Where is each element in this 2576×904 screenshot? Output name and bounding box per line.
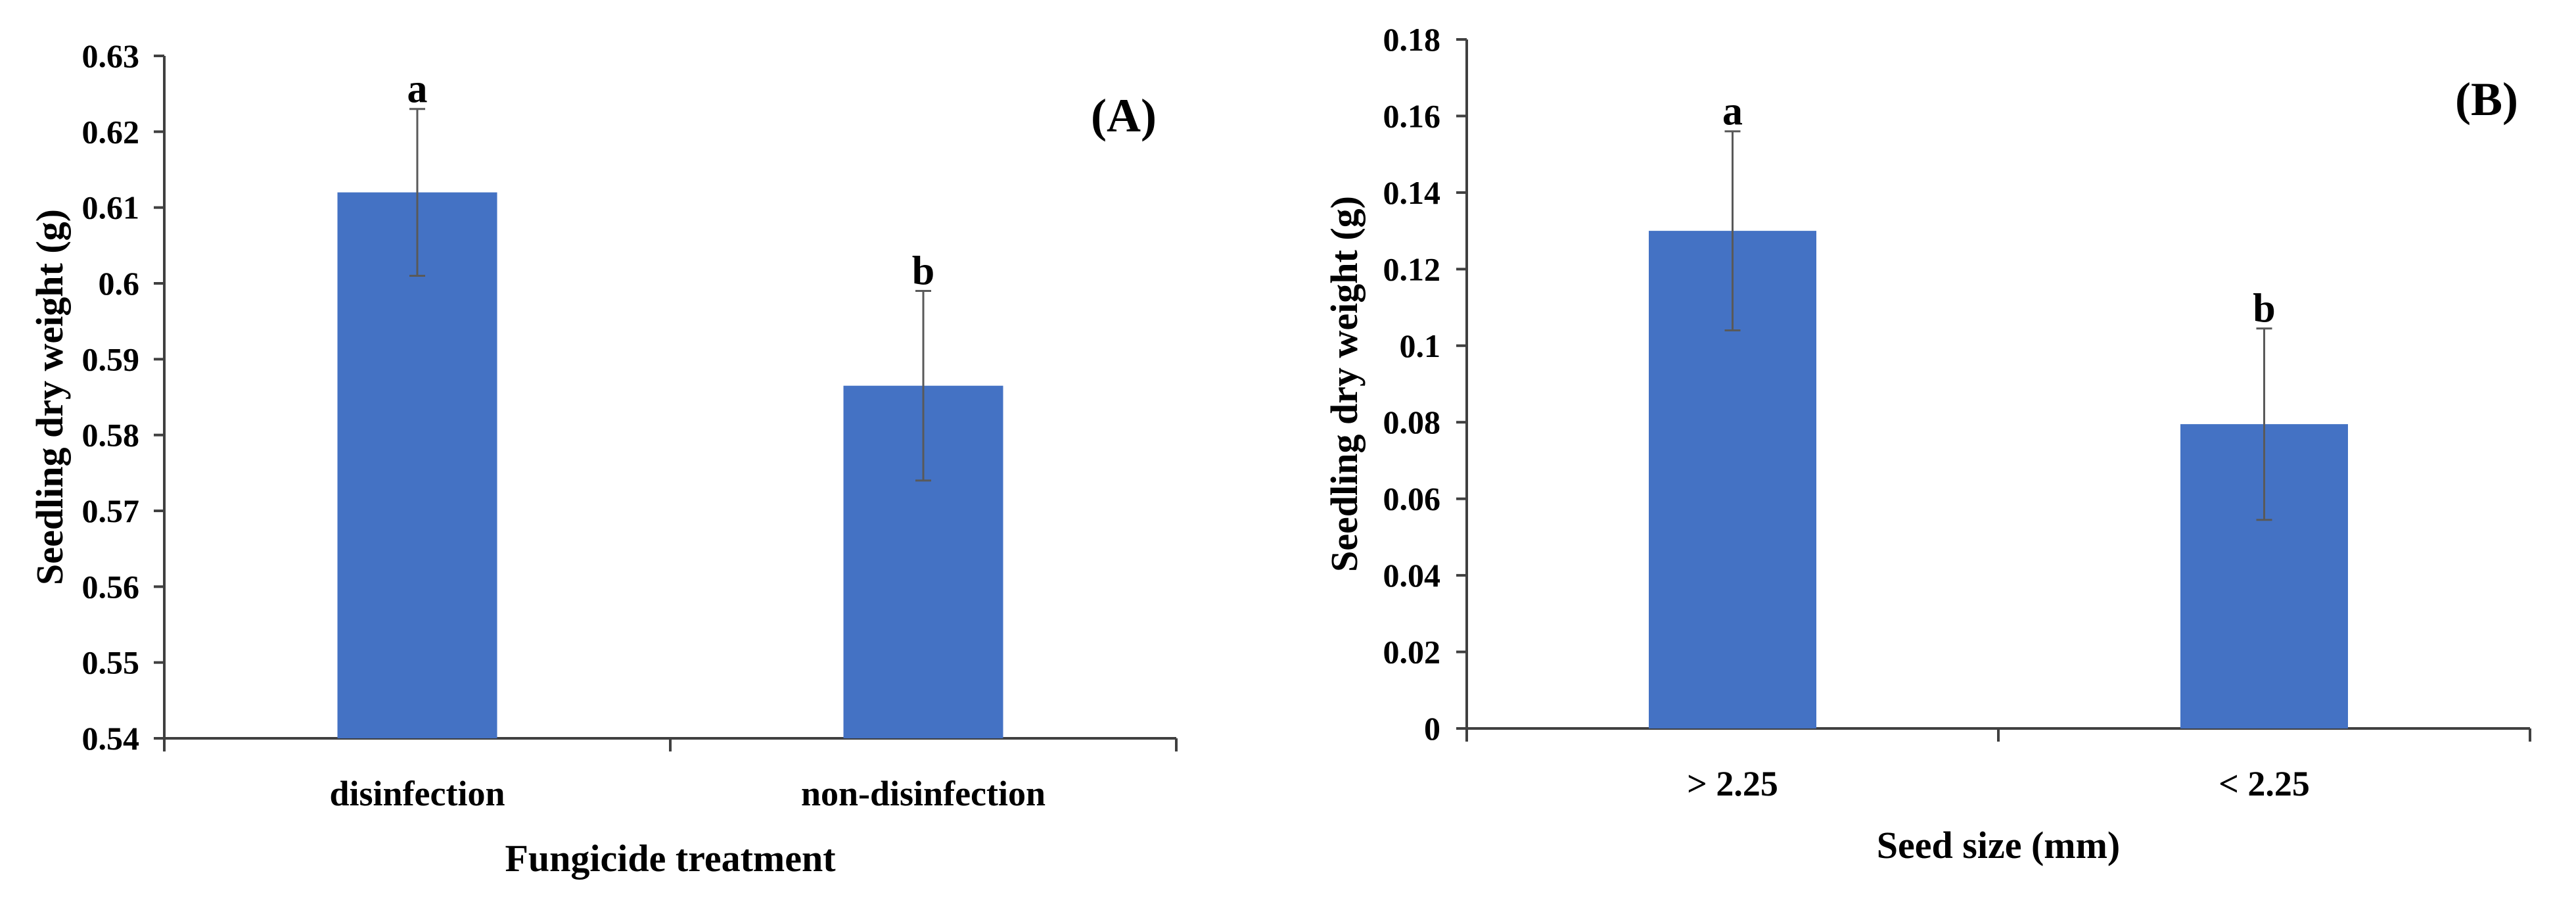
y-tick-label: 0.08 bbox=[1383, 404, 1441, 440]
significance-letter: a bbox=[1722, 89, 1743, 134]
y-tick-label: 0.61 bbox=[82, 189, 140, 226]
x-category-label: > 2.25 bbox=[1687, 764, 1778, 803]
y-axis-title: Seedling dry weight (g) bbox=[1323, 196, 1366, 572]
x-axis-title: Seed size (mm) bbox=[1877, 824, 2120, 867]
x-category-label: non-disinfection bbox=[801, 774, 1046, 813]
y-tick-label: 0.02 bbox=[1383, 634, 1441, 671]
panel-b-chart: 0 0.02 0.04 0.06 0.08 0.1 0.12 0.14 0.16 0.18 a > 2… bbox=[1323, 21, 2531, 867]
y-tick-label: 0.14 bbox=[1383, 174, 1441, 211]
bar-1 bbox=[337, 192, 497, 739]
y-tick-label: 0.12 bbox=[1383, 250, 1441, 287]
y-tick-label: 0.04 bbox=[1383, 557, 1441, 594]
y-tick-label: 0.56 bbox=[82, 568, 140, 605]
y-tick-label: 0.57 bbox=[82, 492, 140, 529]
panel-a-chart: 0.54 0.55 0.56 0.57 0.58 0.59 0.6 0.61 0.62 0.63 a… bbox=[28, 37, 1178, 880]
panel-tag: (A) bbox=[1091, 89, 1157, 142]
y-tick-label: 0.55 bbox=[82, 644, 140, 681]
y-tick-label: 0.54 bbox=[82, 720, 140, 757]
y-tick-label: 0.06 bbox=[1383, 481, 1441, 517]
y-tick-label: 0.1 bbox=[1400, 327, 1441, 364]
y-tick-label: 0.63 bbox=[82, 37, 140, 74]
significance-letter: b bbox=[2253, 287, 2275, 331]
panel-tag: (B) bbox=[2455, 73, 2518, 126]
x-axis-title: Fungicide treatment bbox=[505, 837, 836, 880]
y-tick-label: 0.59 bbox=[82, 341, 140, 377]
y-tick-label: 0.16 bbox=[1383, 97, 1441, 134]
y-tick-label: 0.62 bbox=[82, 113, 140, 150]
significance-letter: a bbox=[407, 67, 428, 112]
y-axis-title: Seedling dry weight (g) bbox=[28, 209, 71, 585]
y-tick-label: 0 bbox=[1424, 710, 1440, 747]
x-category-label: < 2.25 bbox=[2219, 764, 2310, 803]
y-tick-label: 0.58 bbox=[82, 417, 140, 454]
y-tick-label: 0.18 bbox=[1383, 21, 1441, 58]
y-tick-label: 0.6 bbox=[99, 265, 140, 302]
significance-letter: b bbox=[912, 249, 934, 294]
x-category-label: disinfection bbox=[329, 774, 505, 813]
